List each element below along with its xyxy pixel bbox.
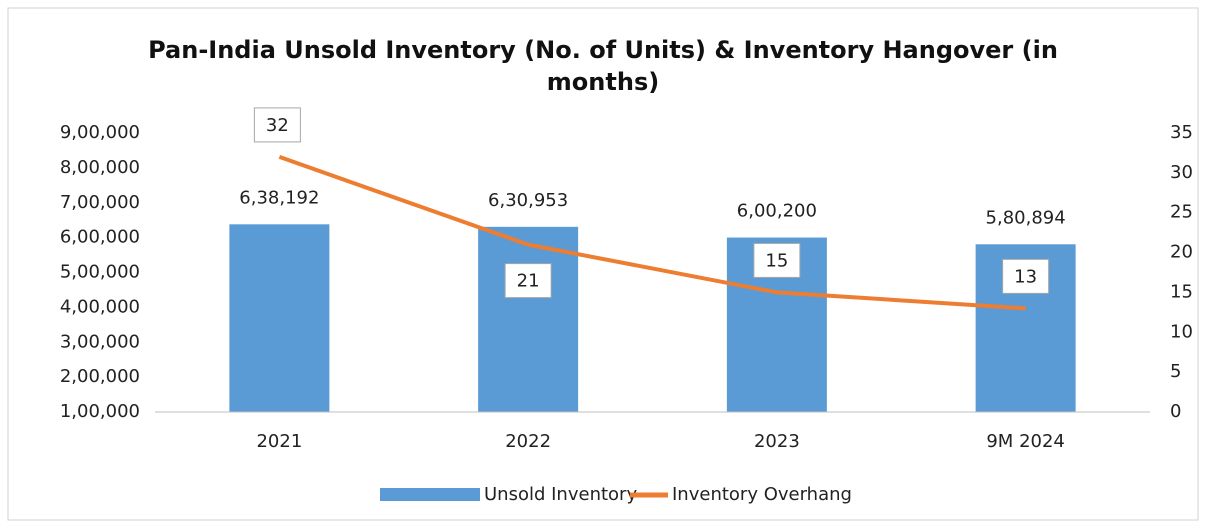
line-value-label: 13 — [1014, 266, 1037, 287]
line-value-label: 32 — [266, 115, 289, 136]
y2-tick-label: 35 — [1170, 122, 1193, 143]
y2-tick-label: 25 — [1170, 202, 1193, 223]
data-callout — [504, 263, 552, 299]
data-callout — [753, 242, 801, 278]
data-callout — [253, 107, 301, 143]
x-tick-label: 2021 — [256, 431, 302, 452]
y-tick-label: 4,00,000 — [60, 296, 140, 317]
y-tick-label: 1,00,000 — [60, 401, 140, 422]
bar-value-label: 6,30,953 — [488, 190, 568, 211]
chart-title: Pan-India Unsold Inventory (No. of Units… — [148, 36, 1058, 96]
y2-tick-label: 15 — [1170, 281, 1193, 302]
bar-value-label: 5,80,894 — [986, 207, 1066, 228]
y-tick-label: 7,00,000 — [60, 192, 140, 213]
y2-tick-label: 30 — [1170, 162, 1193, 183]
line — [278, 155, 1026, 311]
line-value-label: 21 — [517, 271, 540, 292]
x-tick-label: 9M 2024 — [986, 431, 1065, 452]
bar-value-label: 6,38,192 — [239, 187, 319, 208]
bar — [229, 224, 330, 412]
x-tick-label: 2023 — [754, 431, 800, 452]
y2-tick-label: 10 — [1170, 321, 1193, 342]
y2-tick-label: 5 — [1170, 361, 1181, 382]
y-tick-label: 5,00,000 — [60, 262, 140, 283]
y2-tick-label: 20 — [1170, 242, 1193, 263]
y-tick-label: 3,00,000 — [60, 331, 140, 352]
line-value-label: 15 — [765, 250, 788, 271]
bar — [478, 226, 579, 412]
x-tick-label: 2022 — [505, 431, 551, 452]
y-tick-label: 8,00,000 — [60, 157, 140, 178]
legend-label: Unsold Inventory — [484, 484, 637, 505]
y-tick-label: 9,00,000 — [60, 122, 140, 143]
data-callout — [1002, 258, 1050, 294]
legend-label: Inventory Overhang — [672, 484, 852, 505]
y-tick-label: 6,00,000 — [60, 227, 140, 248]
y2-tick-label: 0 — [1170, 401, 1181, 422]
y-tick-label: 2,00,000 — [60, 366, 140, 387]
bar-value-label: 6,00,200 — [737, 201, 817, 222]
legend-swatch — [380, 488, 480, 501]
